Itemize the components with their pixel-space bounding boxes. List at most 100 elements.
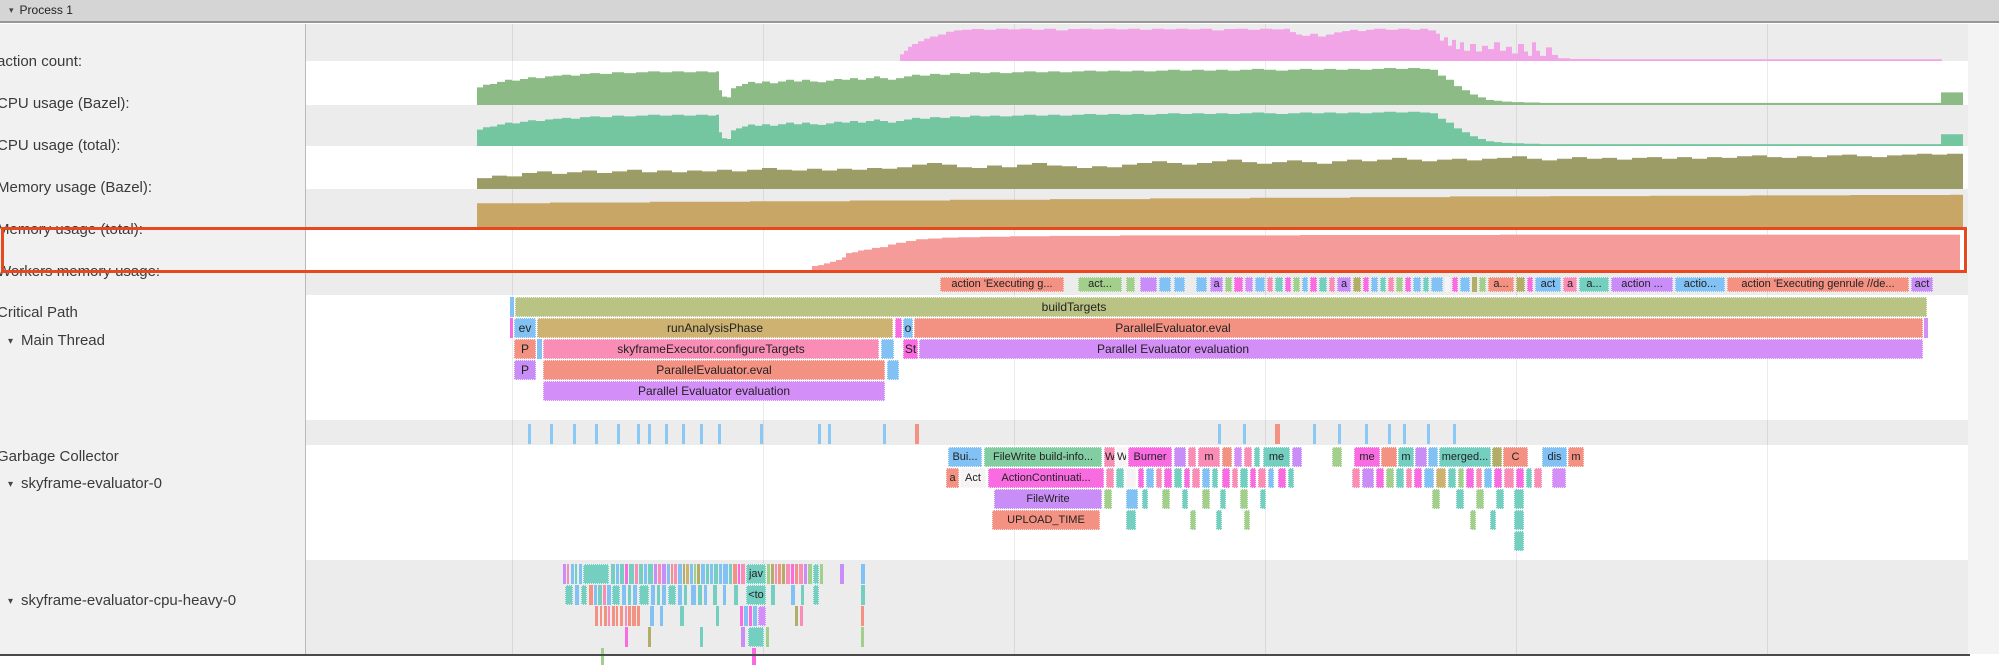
track-label-memory-usage-total[interactable]: Memory usage (total): [0, 220, 143, 240]
cpu-heavy-event[interactable]: <to [746, 585, 766, 605]
cpu-heavy-event[interactable] [668, 585, 676, 605]
critical-path-event[interactable] [1275, 277, 1283, 292]
cpu-heavy-event[interactable] [704, 585, 707, 605]
track-label-memory-usage-bazel[interactable]: Memory usage (Bazel): [0, 178, 152, 198]
cpu-heavy-event[interactable] [683, 564, 685, 584]
track-label-skyframe-evaluator-0[interactable]: ▾ skyframe-evaluator-0 [8, 474, 162, 494]
cpu-heavy-event[interactable] [571, 564, 574, 584]
cpu-heavy-event[interactable] [628, 606, 631, 626]
critical-path-event[interactable] [1371, 277, 1378, 292]
cpu-heavy-event[interactable] [598, 585, 602, 605]
cpu-heavy-event[interactable] [575, 585, 579, 605]
cpu-heavy-event[interactable] [667, 564, 670, 584]
gc-event-tick[interactable] [1218, 424, 1221, 444]
skyframe-evaluator-event[interactable] [1182, 489, 1188, 509]
skyframe-evaluator-event[interactable]: FileWrite [994, 489, 1102, 509]
critical-path-event[interactable] [1310, 277, 1317, 292]
cpu-heavy-event[interactable] [581, 585, 587, 605]
skyframe-evaluator-event[interactable] [1278, 468, 1286, 488]
cpu-heavy-event[interactable] [800, 606, 803, 626]
skyframe-evaluator-event[interactable]: merged... [1439, 447, 1491, 467]
main-thread-event[interactable] [1924, 318, 1928, 338]
cpu-heavy-event[interactable] [650, 606, 654, 626]
skyframe-evaluator-event[interactable] [1250, 468, 1256, 488]
cpu-heavy-event[interactable] [637, 606, 640, 626]
critical-path-event[interactable] [1380, 277, 1386, 292]
collapse-icon[interactable]: ▾ [8, 596, 14, 607]
skyframe-evaluator-event[interactable] [1244, 447, 1252, 467]
skyframe-evaluator-event[interactable]: Burner [1128, 447, 1172, 467]
cpu-heavy-event[interactable] [861, 564, 865, 584]
cpu-heavy-event[interactable] [729, 564, 732, 584]
gc-event-tick[interactable] [883, 424, 886, 444]
track-label-garbage-collector[interactable]: Garbage Collector [0, 447, 119, 467]
skyframe-evaluator-event[interactable] [1362, 468, 1374, 488]
gc-event-tick[interactable] [617, 424, 620, 444]
gc-event-tick[interactable] [1313, 424, 1316, 444]
critical-path-event[interactable] [1527, 277, 1533, 292]
gc-event-tick[interactable] [637, 424, 640, 444]
skyframe-evaluator-event[interactable] [1534, 468, 1542, 488]
critical-path-event[interactable]: actio... [1675, 277, 1725, 292]
skyframe-evaluator-event[interactable]: W [1116, 447, 1127, 467]
critical-path-event[interactable] [1174, 277, 1185, 292]
gc-event-tick[interactable] [528, 424, 531, 444]
skyframe-evaluator-event[interactable]: m [1198, 447, 1220, 467]
cpu-heavy-event[interactable] [753, 606, 757, 626]
skyframe-evaluator-event[interactable] [1406, 468, 1412, 488]
track-label-main-thread[interactable]: ▾ Main Thread [8, 331, 105, 351]
skyframe-evaluator-event[interactable] [1142, 489, 1148, 509]
cpu-heavy-event[interactable] [748, 627, 764, 647]
cpu-heavy-event[interactable] [771, 564, 774, 584]
skyframe-evaluator-event[interactable] [1415, 447, 1427, 467]
critical-path-event[interactable]: act [1535, 277, 1561, 292]
main-thread-event[interactable]: skyframeExecutor.configureTargets [543, 339, 879, 359]
skyframe-evaluator-event[interactable]: Act [960, 468, 986, 488]
critical-path-event[interactable]: action ... [1611, 277, 1673, 292]
cpu-heavy-event[interactable] [678, 585, 682, 605]
cpu-heavy-event[interactable] [648, 627, 651, 647]
main-thread-event[interactable] [887, 360, 899, 380]
skyframe-evaluator-event[interactable] [1292, 447, 1302, 467]
gc-event-tick[interactable] [915, 424, 919, 444]
cpu-heavy-event[interactable] [775, 564, 777, 584]
cpu-heavy-event[interactable] [635, 564, 638, 584]
cpu-heavy-event[interactable] [662, 585, 666, 605]
collapse-icon[interactable]: ▾ [9, 5, 14, 15]
skyframe-evaluator-event[interactable] [1386, 468, 1394, 488]
main-thread-event[interactable]: o [903, 318, 913, 338]
skyframe-evaluator-event[interactable] [1526, 468, 1532, 488]
critical-path-event[interactable] [1445, 277, 1450, 292]
track-label-critical-path[interactable]: Critical Path [0, 303, 78, 323]
skyframe-evaluator-event[interactable] [1174, 447, 1186, 467]
critical-path-event[interactable]: a... [1579, 277, 1609, 292]
cpu-heavy-event[interactable] [752, 648, 756, 665]
skyframe-evaluator-event[interactable]: me [1263, 447, 1290, 467]
cpu-heavy-event[interactable] [701, 564, 705, 584]
skyframe-evaluator-event[interactable] [1216, 510, 1222, 530]
gc-event-tick[interactable] [595, 424, 598, 444]
critical-path-event[interactable]: a... [1488, 277, 1514, 292]
main-thread-event[interactable] [895, 318, 902, 338]
skyframe-evaluator-event[interactable]: UPLOAD_TIME [992, 510, 1100, 530]
critical-path-event[interactable] [1452, 277, 1458, 292]
critical-path-event[interactable] [1245, 277, 1253, 292]
cpu-heavy-event[interactable] [861, 585, 865, 605]
cpu-heavy-event[interactable] [589, 585, 593, 605]
critical-path-event[interactable] [1413, 277, 1421, 292]
cpu-heavy-event[interactable] [639, 585, 649, 605]
skyframe-evaluator-event[interactable] [1234, 447, 1242, 467]
main-thread-event[interactable]: Parallel Evaluator evaluation [543, 381, 885, 401]
critical-path-event[interactable] [1293, 277, 1300, 292]
main-thread-event[interactable]: runAnalysisPhase [537, 318, 893, 338]
skyframe-evaluator-event[interactable]: m [1398, 447, 1414, 467]
cpu-heavy-event[interactable] [662, 564, 666, 584]
cpu-heavy-event[interactable] [600, 606, 602, 626]
gc-event-tick[interactable] [550, 424, 553, 444]
main-thread-event[interactable]: ParallelEvaluator.eval [914, 318, 1923, 338]
cpu-heavy-event[interactable] [678, 564, 682, 584]
cpu-heavy-event[interactable] [744, 606, 748, 626]
skyframe-evaluator-event[interactable] [1126, 489, 1138, 509]
skyframe-evaluator-event[interactable]: ActionContinuati... [988, 468, 1104, 488]
cpu-heavy-event[interactable] [804, 564, 807, 584]
